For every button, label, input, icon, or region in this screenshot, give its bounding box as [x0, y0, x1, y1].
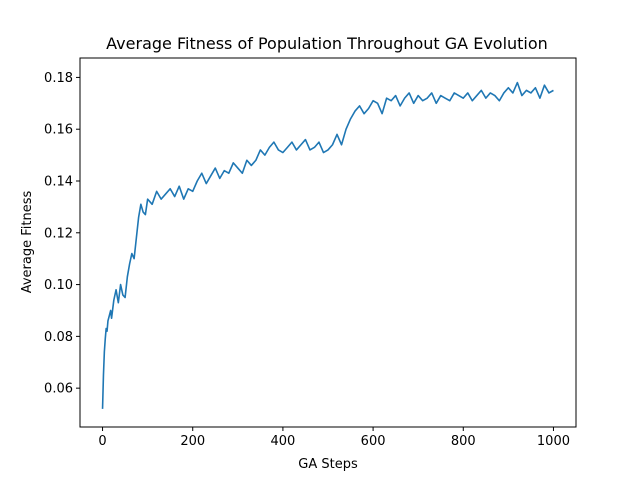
y-tick-label: 0.18	[44, 71, 73, 86]
x-tick-label: 200	[180, 434, 205, 449]
y-tick-label: 0.12	[44, 226, 73, 241]
x-axis: 0 200 400 600 800 1000	[98, 427, 570, 449]
y-tick-label: 0.08	[44, 330, 73, 345]
chart-title: Average Fitness of Population Throughout…	[106, 34, 548, 53]
x-axis-label: GA Steps	[298, 457, 358, 472]
x-tick-label: 0	[98, 434, 106, 449]
y-tick-label: 0.06	[44, 382, 73, 397]
x-tick-label: 400	[270, 434, 295, 449]
x-tick-label: 800	[451, 434, 476, 449]
y-tick-label: 0.16	[44, 123, 73, 138]
plot-area	[101, 81, 554, 409]
series-line	[101, 81, 554, 409]
y-axis-label: Average Fitness	[20, 191, 35, 294]
x-tick-label: 600	[361, 434, 386, 449]
y-axis: 0.06 0.08 0.10 0.12 0.14 0.16 0.18	[44, 71, 80, 397]
y-tick-label: 0.14	[44, 175, 73, 190]
y-tick-label: 0.10	[44, 278, 73, 293]
x-tick-label: 1000	[537, 434, 570, 449]
plot-frame	[79, 57, 577, 428]
